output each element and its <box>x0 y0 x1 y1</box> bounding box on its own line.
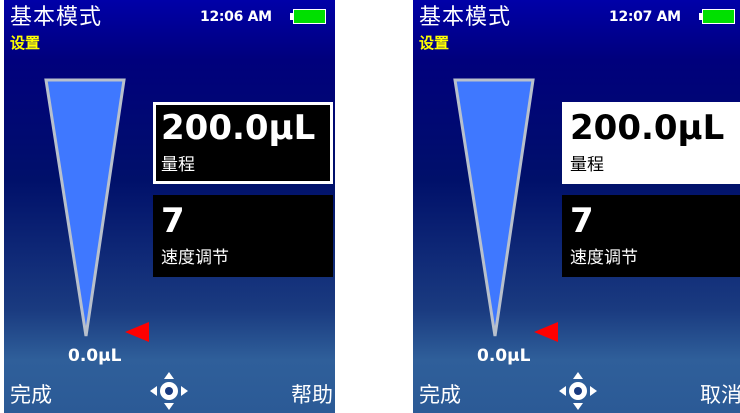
speed-value: 7 <box>161 201 185 241</box>
dpad-icon[interactable] <box>149 371 189 411</box>
settings-subtitle: 设置 <box>419 34 450 52</box>
mode-title: 基本模式 <box>419 5 512 30</box>
speed-field[interactable]: 7 速度调节 <box>562 195 740 277</box>
range-field[interactable]: 200.0µL 量程 <box>562 102 740 184</box>
help-softkey[interactable]: 帮助 <box>291 383 333 407</box>
volume-gauge <box>453 78 535 337</box>
speed-label: 速度调节 <box>570 248 638 268</box>
volume-gauge <box>44 78 126 337</box>
mode-title: 基本模式 <box>10 5 103 30</box>
cancel-softkey[interactable]: 取消 <box>700 383 740 407</box>
volume-pointer-icon <box>125 322 149 342</box>
battery-full-icon <box>290 9 328 24</box>
range-field[interactable]: 200.0µL 量程 <box>153 102 333 184</box>
current-volume: 0.0µL <box>477 346 531 366</box>
done-softkey[interactable]: 完成 <box>419 383 461 407</box>
settings-subtitle: 设置 <box>10 34 41 52</box>
volume-pointer-icon <box>534 322 558 342</box>
range-label: 量程 <box>570 155 604 175</box>
device-screen-left: 基本模式 设置 12:06 AM 200.0µL 量程 7 速度调节 0.0µL… <box>4 0 335 413</box>
range-label: 量程 <box>161 155 195 175</box>
clock: 12:07 AM <box>609 9 681 25</box>
range-value: 200.0µL <box>570 108 725 148</box>
battery-full-icon <box>699 9 737 24</box>
speed-label: 速度调节 <box>161 248 229 268</box>
dpad-icon[interactable] <box>558 371 598 411</box>
current-volume: 0.0µL <box>68 346 122 366</box>
speed-field[interactable]: 7 速度调节 <box>153 195 333 277</box>
done-softkey[interactable]: 完成 <box>10 383 52 407</box>
speed-value: 7 <box>570 201 594 241</box>
range-value: 200.0µL <box>161 108 316 148</box>
clock: 12:06 AM <box>200 9 272 25</box>
device-screen-right: 基本模式 设置 12:07 AM 200.0µL 量程 7 速度调节 0.0µL… <box>413 0 740 413</box>
